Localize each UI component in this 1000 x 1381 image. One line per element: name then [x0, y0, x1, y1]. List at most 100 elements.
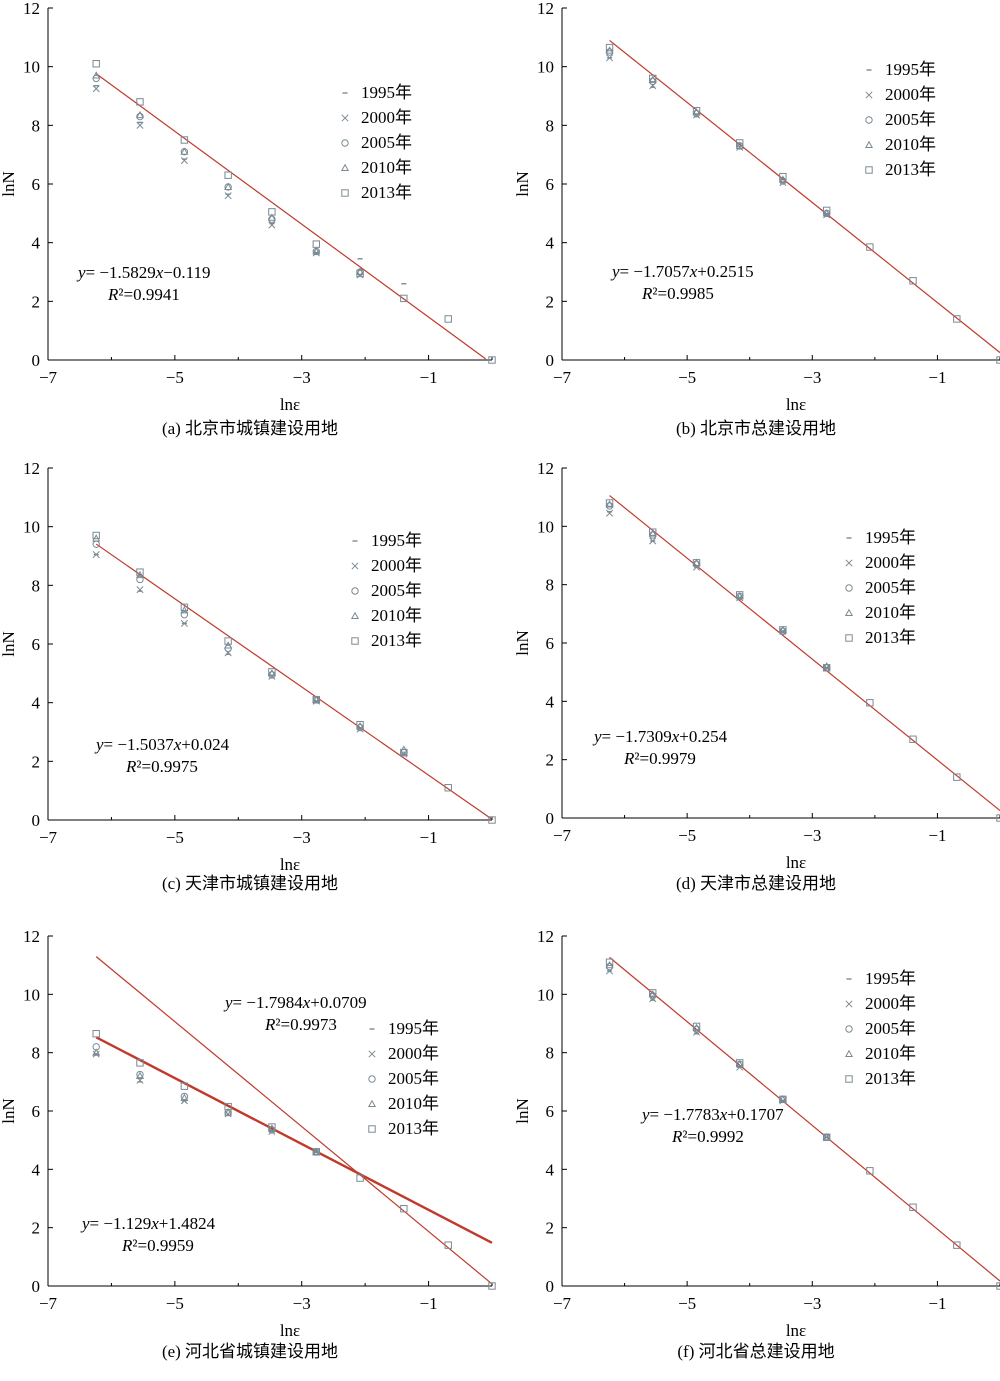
data-point: [605, 500, 614, 508]
x-tick-label: −5: [166, 368, 184, 387]
series-2005年: [92, 1043, 321, 1156]
legend-label: 2000年: [865, 994, 916, 1013]
data-point: [692, 107, 701, 116]
data-point: [136, 121, 144, 129]
data-point: [92, 71, 101, 79]
series-2000年: [92, 1050, 320, 1156]
data-point: [356, 269, 364, 278]
fit-r2-1: R²=0.9973: [264, 1015, 337, 1034]
y-tick-label: 0: [32, 811, 41, 830]
legend-marker: [864, 140, 874, 149]
x-axis-title: lnε: [280, 855, 300, 874]
y-tick-label: 2: [32, 292, 41, 311]
legend-marker: [845, 1000, 853, 1008]
y-tick-label: 12: [537, 0, 554, 18]
data-point: [606, 54, 614, 62]
data-point: [605, 962, 614, 971]
legend-label: 2010年: [361, 158, 412, 177]
y-tick-label: 2: [546, 751, 555, 770]
legend-label: 2000年: [371, 556, 422, 575]
data-point: [866, 699, 874, 707]
y-tick-label: 4: [32, 1160, 41, 1179]
legend-label: 1995年: [361, 83, 412, 102]
fit-r2-2: R²=0.9959: [121, 1236, 194, 1255]
data-point: [488, 816, 496, 824]
legend-marker: [341, 139, 349, 147]
legend-label: 2005年: [371, 581, 422, 600]
y-tick-label: 0: [546, 351, 555, 370]
data-point: [648, 75, 657, 83]
data-point: [92, 1050, 100, 1058]
x-tick-label: −7: [553, 368, 572, 387]
series-2013年: [605, 499, 1000, 822]
legend-label: 2010年: [865, 1044, 916, 1063]
series-1995年: [93, 85, 407, 285]
x-axis-title: lnε: [786, 395, 806, 414]
data-point: [605, 499, 614, 507]
y-tick-label: 12: [537, 927, 554, 946]
data-point: [779, 172, 787, 181]
x-tick-label: −5: [166, 828, 184, 847]
data-point: [180, 1092, 189, 1101]
data-point: [312, 696, 321, 704]
fit-line-1: [609, 956, 1000, 1282]
data-point: [268, 1123, 276, 1131]
data-point: [779, 626, 787, 634]
data-point: [92, 534, 101, 542]
data-point: [136, 568, 144, 576]
fit-line-1: [95, 73, 487, 360]
legend-label: 1995年: [865, 528, 916, 547]
fit-equation-2: y= −1.129x+1.4824: [80, 1214, 216, 1233]
legend-label: 2000年: [865, 553, 916, 572]
data-point: [605, 43, 614, 52]
y-tick-label: 2: [546, 292, 555, 311]
data-point: [778, 625, 787, 633]
panel-caption: (d) 天津市总建设用地: [676, 874, 836, 893]
legend-marker: [368, 1125, 376, 1133]
x-tick-label: −1: [928, 1294, 946, 1313]
data-point: [692, 106, 701, 115]
chart-panel-2: −7 −5 −3 −1 0 2 4 6 8 10 12 lnε lnN y= −1.7057x+0.251…: [513, 0, 1000, 445]
panel-caption: (e) 河北省城镇建设用地: [162, 1342, 338, 1361]
legend-label: 2013年: [388, 1119, 439, 1138]
series-2010年: [92, 71, 365, 276]
data-point: [822, 662, 831, 670]
legend-label: 2010年: [885, 135, 936, 154]
y-axis-title: lnN: [513, 1098, 532, 1124]
legend-marker: [351, 587, 359, 595]
data-point: [649, 989, 657, 997]
legend: 1995年 2000年 2005年 2010年 2013年: [367, 1019, 439, 1138]
x-tick-label: −7: [39, 368, 58, 387]
legend: 1995年 2000年 2005年 2010年 2013年: [864, 60, 936, 179]
data-point: [649, 537, 657, 545]
series-1995年: [607, 511, 830, 669]
data-point: [778, 1095, 787, 1103]
legend-label: 1995年: [885, 60, 936, 79]
x-axis-title: lnε: [786, 853, 806, 872]
data-point: [135, 570, 145, 579]
data-point: [180, 610, 189, 619]
fit-r2: R²=0.9975: [125, 757, 198, 776]
data-point: [180, 603, 189, 612]
data-point: [736, 1059, 744, 1067]
data-point: [822, 209, 831, 217]
legend-label: 2010年: [388, 1094, 439, 1113]
legend-marker: [865, 91, 873, 99]
legend-label: 2013年: [371, 631, 422, 650]
data-point: [268, 215, 276, 223]
data-point: [92, 1030, 100, 1038]
data-point: [822, 1133, 831, 1141]
y-axis-title: lnN: [513, 630, 532, 656]
data-point: [605, 960, 614, 969]
data-point: [312, 249, 320, 257]
y-tick-label: 2: [32, 752, 41, 771]
y-tick-label: 12: [23, 0, 40, 18]
fit-line-1: [609, 495, 1000, 812]
x-tick-label: −7: [39, 828, 58, 847]
y-tick-label: 6: [32, 1102, 41, 1121]
y-tick-label: 4: [32, 234, 41, 253]
legend-marker: [865, 166, 873, 174]
data-point: [135, 1071, 145, 1080]
data-point: [92, 1048, 101, 1056]
legend-label: 1995年: [371, 531, 422, 550]
